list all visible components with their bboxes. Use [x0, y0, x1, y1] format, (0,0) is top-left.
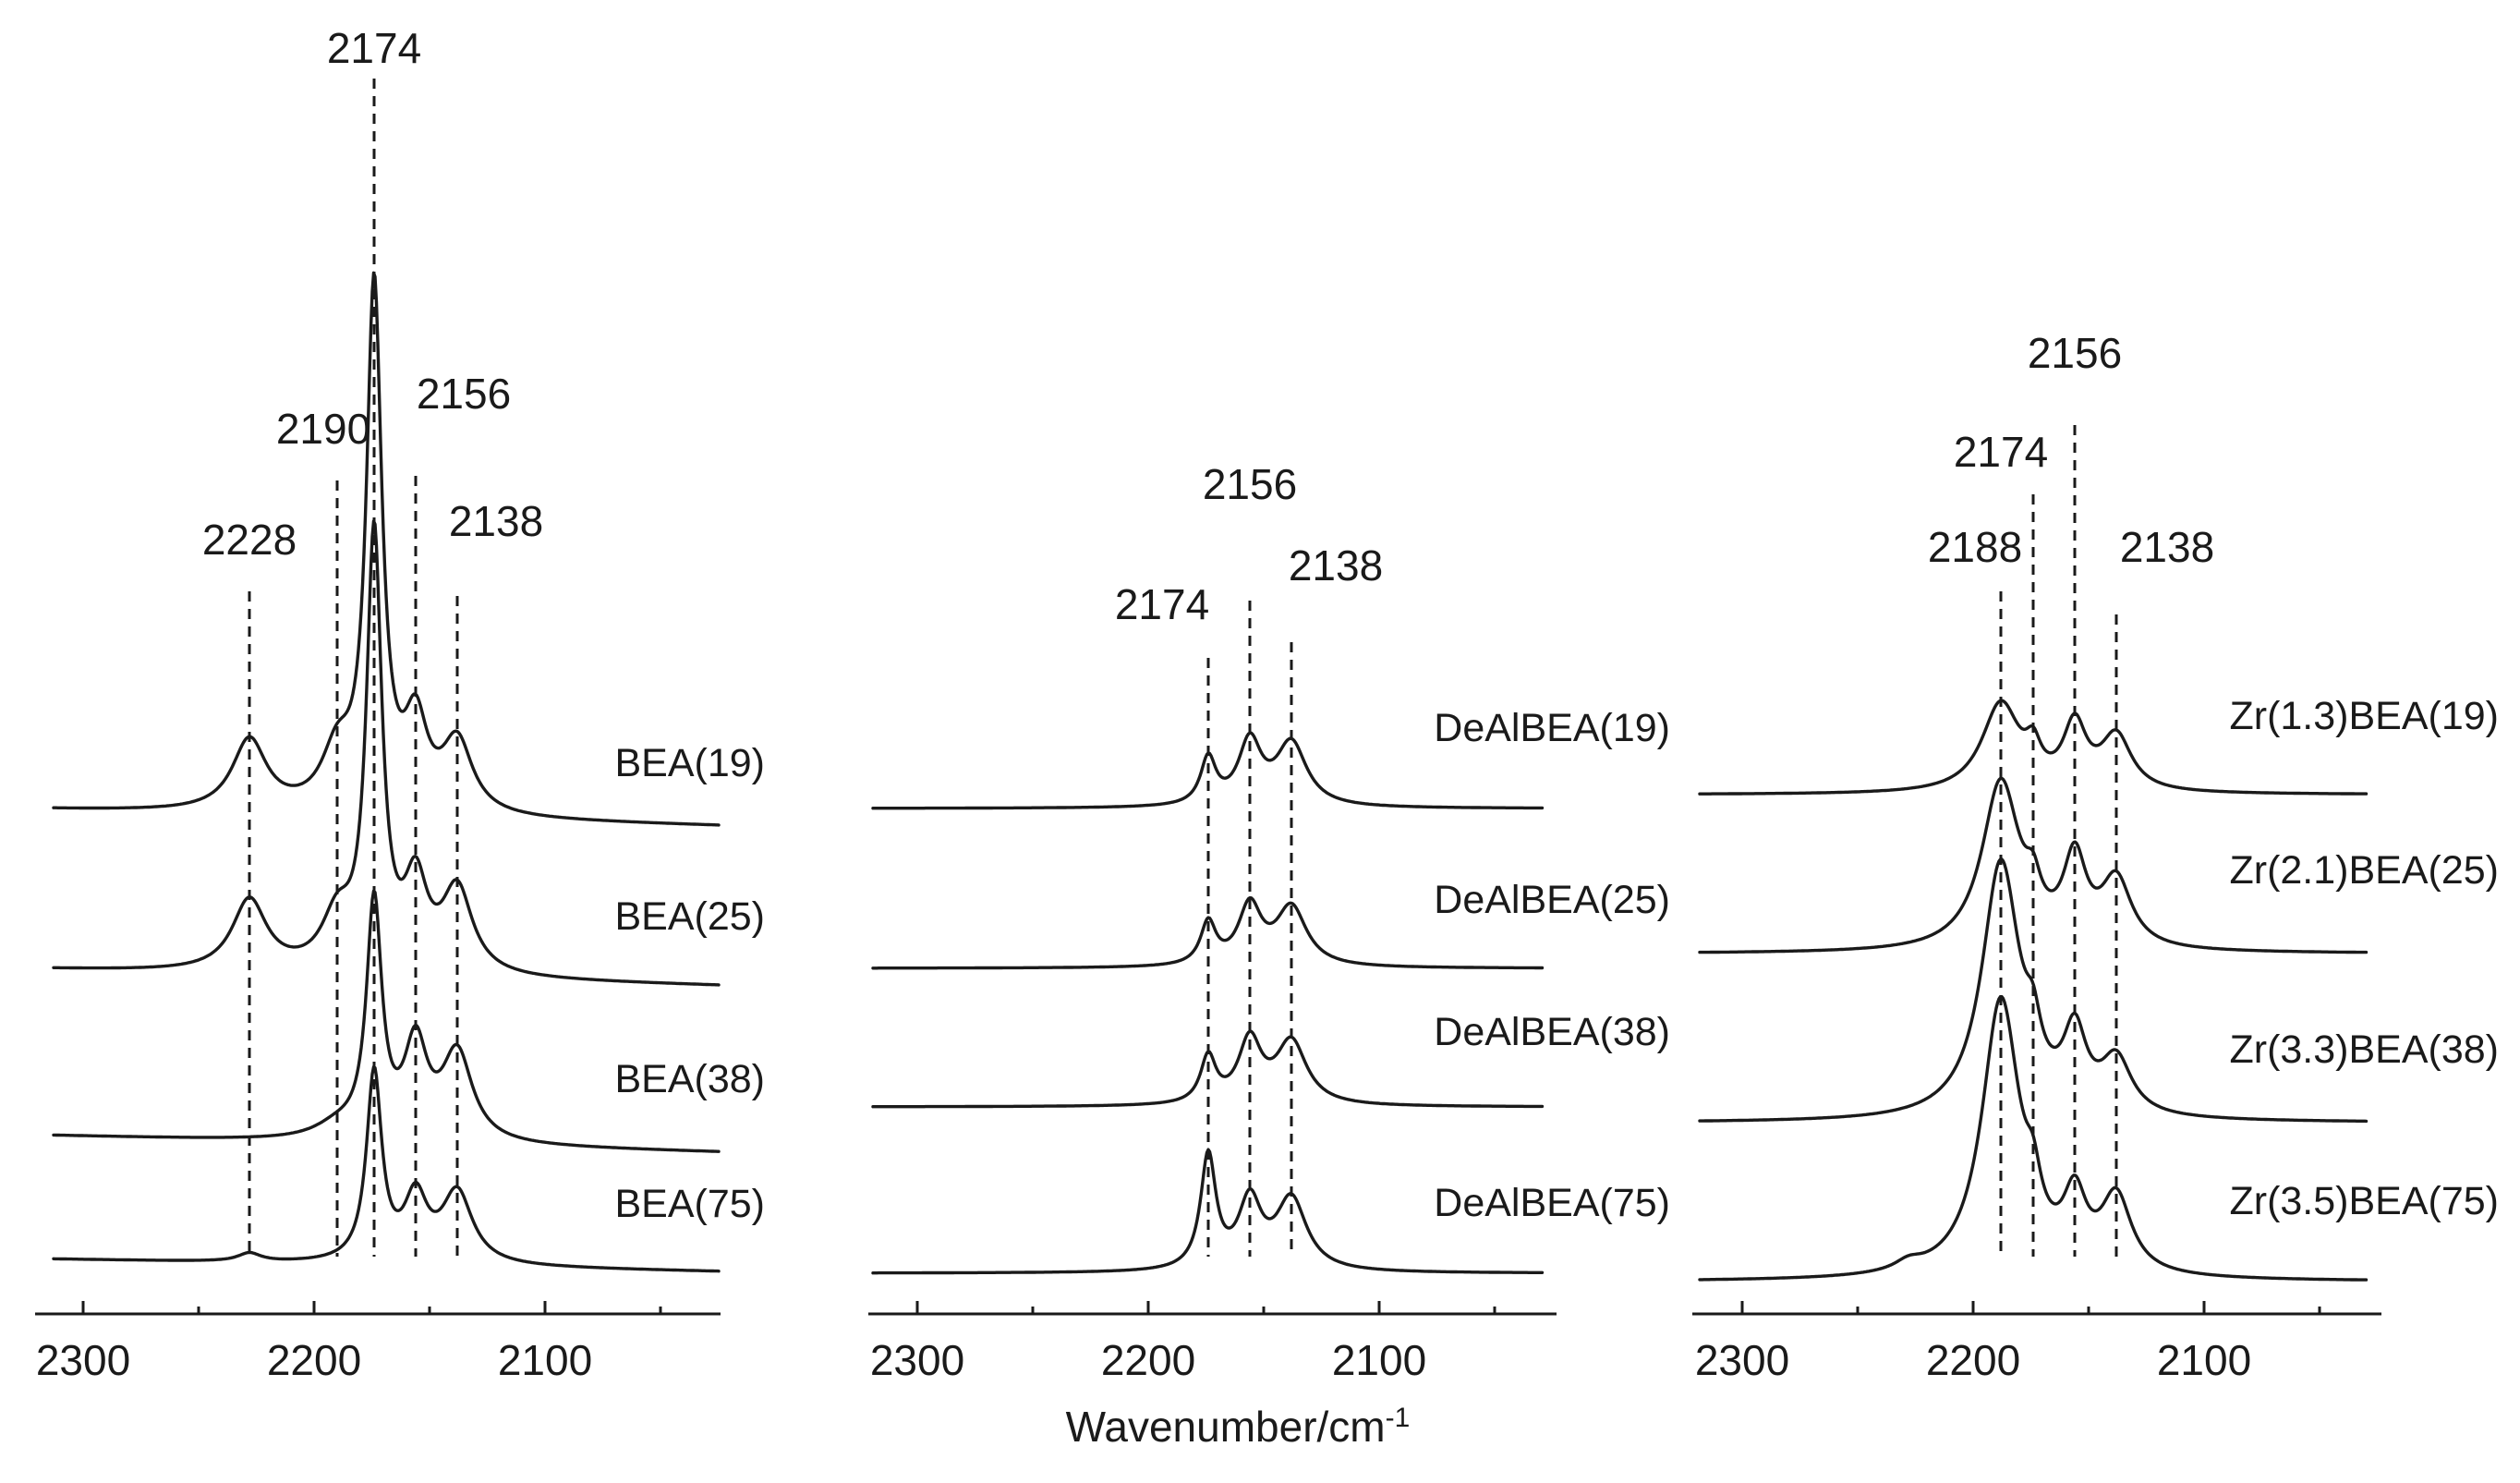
series-label: DeAlBEA(19)	[1434, 706, 1670, 750]
series-label: DeAlBEA(75)	[1434, 1181, 1670, 1225]
series-label: Zr(3.5)BEA(75)	[2229, 1179, 2499, 1223]
series-label: DeAlBEA(25)	[1434, 878, 1670, 922]
panel-zr-bea: 2300 2200 2100 Zr(1.3)BEA(19) Zr(2.1)BEA(25)…	[1692, 329, 2499, 1384]
peak-label: 2156	[1203, 460, 1297, 508]
peak-label: 2174	[1954, 428, 2048, 476]
x-tick-label: 2100	[2157, 1336, 2251, 1384]
peak-label: 2138	[449, 497, 543, 545]
x-tick-label: 2200	[1101, 1336, 1195, 1384]
series-label: BEA(19)	[614, 741, 765, 785]
x-tick-label: 2300	[870, 1336, 964, 1384]
series-label: Zr(1.3)BEA(19)	[2229, 694, 2499, 738]
series-label: BEA(75)	[614, 1182, 765, 1226]
spectrum-line	[52, 519, 721, 987]
peak-label: 2188	[1928, 523, 2022, 571]
x-tick-label: 2200	[267, 1336, 361, 1384]
panel-bea: 2300 2200 2100 BEA(19) BEA(25) BEA(38) BEA(75)…	[35, 24, 765, 1384]
spectrum-line	[52, 889, 721, 1153]
peak-label: 2156	[417, 370, 511, 418]
series-label: BEA(25)	[614, 894, 765, 939]
spectrum-line	[52, 271, 721, 827]
x-axis-title: Wavenumber/cm-1	[1066, 1403, 1411, 1452]
x-tick-label: 2100	[1332, 1336, 1426, 1384]
peak-label: 2174	[327, 24, 421, 72]
panel-dealbea: 2300 2200 2100 DeAlBEA(19) DeAlBEA(25) DeAlBE…	[868, 460, 1670, 1384]
series-label: Zr(3.3)BEA(38)	[2229, 1027, 2499, 1072]
x-tick-label: 2200	[1926, 1336, 2020, 1384]
series-label: Zr(2.1)BEA(25)	[2229, 848, 2499, 893]
x-tick-label: 2100	[498, 1336, 592, 1384]
series-label: BEA(38)	[614, 1057, 765, 1101]
x-axis-title-text: Wavenumber/cm	[1066, 1403, 1386, 1451]
peak-label: 2138	[2120, 523, 2214, 571]
peak-label: 2138	[1289, 541, 1383, 590]
x-axis-title-superscript: -1	[1386, 1403, 1411, 1433]
peak-label: 2190	[276, 405, 370, 453]
spectrum-line	[871, 896, 1545, 970]
spectrum-line	[52, 1065, 721, 1273]
x-tick-label: 2300	[36, 1336, 130, 1384]
x-tick-label: 2300	[1695, 1336, 1789, 1384]
spectrum-line	[1698, 857, 2369, 1124]
peak-label: 2228	[202, 516, 297, 564]
peak-label: 2174	[1115, 580, 1209, 628]
series-label: DeAlBEA(38)	[1434, 1010, 1670, 1054]
peak-label: 2156	[2028, 329, 2122, 377]
